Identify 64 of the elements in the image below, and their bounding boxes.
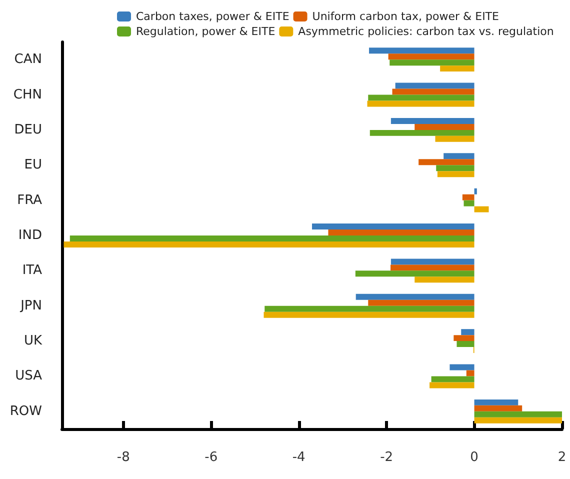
bar	[436, 165, 474, 172]
bar	[464, 200, 474, 206]
bar	[390, 118, 474, 124]
bar	[474, 206, 489, 212]
bar	[368, 94, 474, 101]
bar	[414, 124, 474, 130]
bar	[392, 88, 474, 95]
bar	[390, 258, 474, 265]
bar	[355, 270, 474, 277]
legend-label: Regulation, power & EITE	[136, 25, 276, 38]
bar	[264, 312, 474, 318]
bar	[64, 241, 474, 248]
y-tick-label: JPN	[20, 298, 42, 314]
y-tick-label: IND	[18, 228, 42, 243]
y-tick-label: ITA	[22, 263, 42, 278]
bar	[368, 300, 474, 306]
bar	[367, 100, 474, 107]
bar	[264, 306, 474, 312]
bar	[70, 236, 474, 242]
bar	[462, 194, 474, 200]
bar	[474, 405, 522, 412]
x-tick-label: -2	[380, 450, 394, 465]
y-tick-label: USA	[15, 368, 42, 384]
bar	[440, 66, 474, 72]
bar	[390, 60, 474, 66]
y-tick-label: EU	[24, 158, 42, 173]
bar	[435, 136, 474, 142]
bar	[454, 335, 474, 342]
bar	[450, 364, 474, 370]
y-tick-label: FRA	[17, 192, 42, 208]
bar	[466, 370, 474, 376]
bar	[328, 230, 474, 236]
legend-label: Uniform carbon tax, power & EITE	[312, 10, 500, 23]
bar	[369, 48, 474, 54]
x-tick-label: -4	[292, 450, 306, 465]
bar	[390, 264, 474, 271]
legend-label: Carbon taxes, power & EITE	[136, 10, 290, 23]
x-tick-label: -8	[116, 450, 130, 465]
bar	[431, 376, 474, 382]
y-tick-label: ROW	[10, 404, 42, 419]
bar	[474, 411, 562, 418]
bar	[474, 188, 477, 194]
y-tick-label: CAN	[14, 52, 42, 68]
bar	[312, 224, 474, 230]
bar	[395, 82, 474, 89]
bar	[437, 171, 474, 178]
bar	[388, 54, 474, 60]
bar	[444, 153, 474, 160]
bar	[430, 382, 474, 388]
bar	[370, 130, 474, 136]
y-tick-label: DEU	[14, 122, 42, 138]
bar	[414, 276, 474, 283]
x-tick-label: 2	[558, 450, 566, 465]
bar	[474, 417, 562, 424]
legend-label: Asymmetric policies: carbon tax vs. regulation	[298, 25, 554, 38]
x-tick-label: 0	[470, 450, 478, 465]
bar	[456, 341, 474, 348]
bar	[356, 294, 474, 300]
x-tick-label: -6	[204, 450, 218, 465]
y-tick-label: UK	[24, 334, 42, 349]
bar	[418, 159, 474, 166]
y-tick-label: CHN	[13, 87, 42, 102]
bar	[461, 329, 474, 336]
bar	[474, 399, 518, 406]
